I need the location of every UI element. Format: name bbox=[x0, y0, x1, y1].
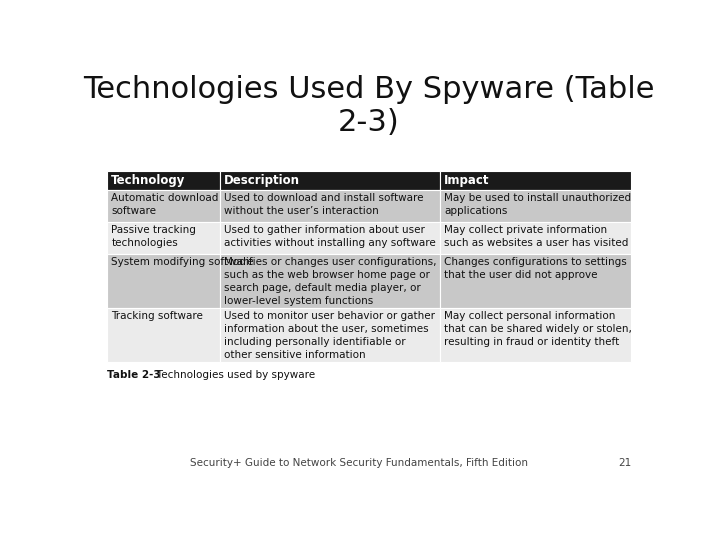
Text: Impact: Impact bbox=[444, 174, 490, 187]
Text: Technologies used by spyware: Technologies used by spyware bbox=[147, 369, 315, 380]
Bar bbox=[440, 308, 631, 362]
Bar bbox=[107, 254, 220, 308]
Bar bbox=[220, 190, 440, 222]
Bar bbox=[107, 308, 220, 362]
Bar bbox=[440, 190, 631, 222]
Text: Used to monitor user behavior or gather
information about the user, sometimes
in: Used to monitor user behavior or gather … bbox=[224, 312, 435, 360]
Text: May collect private information
such as websites a user has visited: May collect private information such as … bbox=[444, 225, 629, 248]
Text: Automatic download
software: Automatic download software bbox=[111, 193, 219, 216]
Text: Description: Description bbox=[224, 174, 300, 187]
Text: May be used to install unauthorized
applications: May be used to install unauthorized appl… bbox=[444, 193, 631, 216]
Text: Table 2-3: Table 2-3 bbox=[107, 369, 161, 380]
Text: Tracking software: Tracking software bbox=[111, 312, 203, 321]
Text: Passive tracking
technologies: Passive tracking technologies bbox=[111, 225, 196, 248]
Text: 2-3): 2-3) bbox=[338, 109, 400, 138]
Bar bbox=[220, 171, 440, 190]
Bar bbox=[107, 222, 220, 254]
Text: 21: 21 bbox=[618, 458, 631, 468]
Bar bbox=[220, 308, 440, 362]
Text: Modifies or changes user configurations,
such as the web browser home page or
se: Modifies or changes user configurations,… bbox=[224, 257, 436, 306]
Bar bbox=[107, 171, 220, 190]
Text: System modifying software: System modifying software bbox=[111, 257, 253, 267]
Bar bbox=[440, 254, 631, 308]
Bar bbox=[440, 222, 631, 254]
Text: May collect personal information
that can be shared widely or stolen,
resulting : May collect personal information that ca… bbox=[444, 312, 632, 347]
Bar bbox=[220, 222, 440, 254]
Text: Used to download and install software
without the user’s interaction: Used to download and install software wi… bbox=[224, 193, 423, 216]
Text: Security+ Guide to Network Security Fundamentals, Fifth Edition: Security+ Guide to Network Security Fund… bbox=[190, 458, 528, 468]
Text: Changes configurations to settings
that the user did not approve: Changes configurations to settings that … bbox=[444, 257, 627, 280]
Bar bbox=[107, 190, 220, 222]
Bar bbox=[440, 171, 631, 190]
Text: Used to gather information about user
activities without installing any software: Used to gather information about user ac… bbox=[224, 225, 436, 248]
Bar bbox=[220, 254, 440, 308]
Text: Technology: Technology bbox=[111, 174, 186, 187]
Text: Technologies Used By Spyware (Table: Technologies Used By Spyware (Table bbox=[84, 75, 654, 104]
